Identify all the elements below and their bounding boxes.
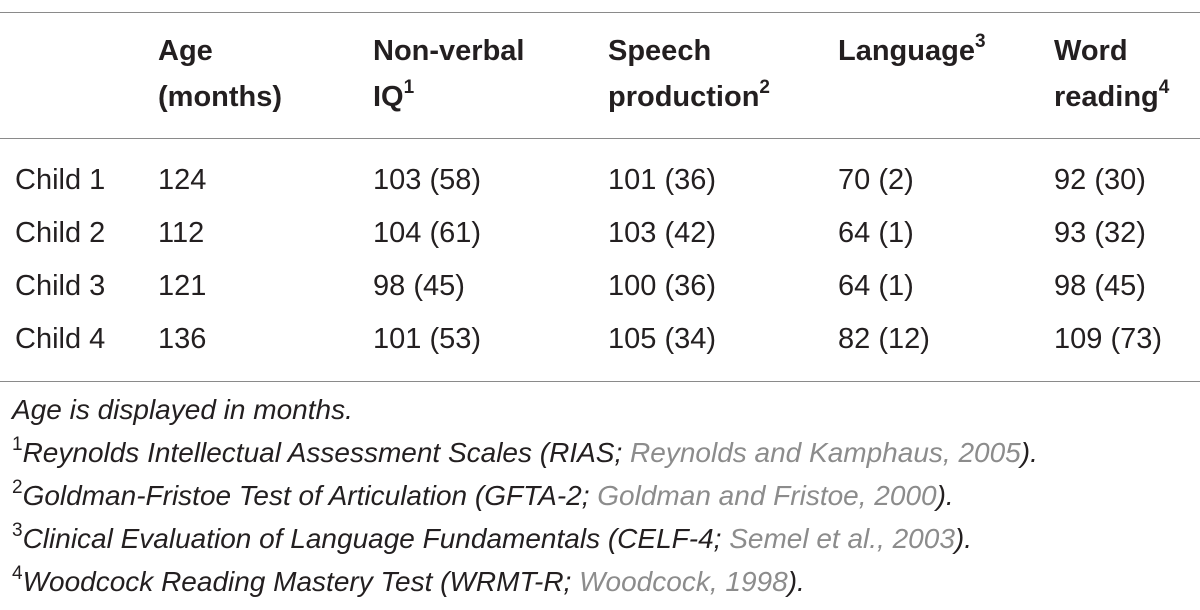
header-speech-production: Speech production2 xyxy=(608,28,770,120)
cell-iq: 101 (53) xyxy=(373,323,482,355)
footnote-marker: 3 xyxy=(12,519,23,541)
citation-link[interactable]: Woodcock, 1998 xyxy=(579,566,788,597)
header-speech-footnote-marker: 2 xyxy=(759,77,770,99)
cell-language: 64 (1) xyxy=(838,217,914,249)
cell-speech: 105 (34) xyxy=(608,323,717,355)
header-age-line1: Age xyxy=(158,35,213,67)
header-nonverbal-iq: Non-verbal IQ1 xyxy=(373,28,524,120)
header-language-footnote-marker: 3 xyxy=(974,31,986,53)
cell-iq: 104 (61) xyxy=(373,217,482,249)
header-reading-line2: reading xyxy=(1054,81,1159,113)
cell-age: 112 xyxy=(158,217,205,249)
header-speech-line1: Speech xyxy=(608,35,712,67)
footnote-end: ). xyxy=(936,480,954,511)
cell-reading: 92 (30) xyxy=(1054,164,1146,196)
cell-age: 136 xyxy=(158,323,207,355)
footnote-text: Reynolds Intellectual Assessment Scales … xyxy=(22,437,631,468)
header-speech-line2: production xyxy=(608,81,760,113)
row-label: Child 4 xyxy=(15,323,106,355)
header-iq-line2: IQ xyxy=(373,81,404,113)
citation-link[interactable]: Reynolds and Kamphaus, 2005 xyxy=(630,437,1021,468)
footnote-end: ). xyxy=(954,523,973,554)
header-language-line1: Language xyxy=(838,35,975,67)
footnote-1: 1Reynolds Intellectual Assessment Scales… xyxy=(12,433,1038,470)
header-iq-footnote-marker: 1 xyxy=(403,77,415,99)
footnote-text: Goldman-Fristoe Test of Articulation (GF… xyxy=(22,480,598,511)
citation-link[interactable]: Goldman and Fristoe, 2000 xyxy=(597,480,937,511)
cell-reading: 98 (45) xyxy=(1054,270,1146,302)
header-age: Age (months) xyxy=(158,28,282,120)
header-word-reading: Word reading4 xyxy=(1054,28,1169,120)
cell-age: 121 xyxy=(158,270,207,302)
cell-speech: 101 (36) xyxy=(608,164,717,196)
header-age-line2: (months) xyxy=(158,81,283,113)
cell-iq: 103 (58) xyxy=(373,164,482,196)
header-iq-line1: Non-verbal xyxy=(373,35,525,67)
footnote-text: Woodcock Reading Mastery Test (WRMT-R; xyxy=(22,566,580,597)
cell-age: 124 xyxy=(158,164,207,196)
row-label: Child 1 xyxy=(15,164,106,196)
footnote-end: ). xyxy=(1020,437,1038,468)
row-label: Child 3 xyxy=(15,270,106,302)
footnote-marker: 2 xyxy=(12,476,23,498)
footnote-marker: 4 xyxy=(12,562,23,584)
cell-language: 70 (2) xyxy=(838,164,914,196)
cell-iq: 98 (45) xyxy=(373,270,465,302)
header-divider-rule xyxy=(0,138,1200,139)
header-reading-line1: Word xyxy=(1054,35,1128,67)
header-language: Language3 xyxy=(838,28,986,74)
cell-reading: 109 (73) xyxy=(1054,323,1163,355)
footnote-text: Clinical Evaluation of Language Fundamen… xyxy=(22,523,730,554)
cell-language: 82 (12) xyxy=(838,323,930,355)
cell-speech: 103 (42) xyxy=(608,217,717,249)
footnote-3: 3Clinical Evaluation of Language Fundame… xyxy=(12,519,973,556)
cell-speech: 100 (36) xyxy=(608,270,717,302)
footnote-end: ). xyxy=(787,566,805,597)
cell-reading: 93 (32) xyxy=(1054,217,1146,249)
footnote-2: 2Goldman-Fristoe Test of Articulation (G… xyxy=(12,476,954,513)
row-label: Child 2 xyxy=(15,217,106,249)
cell-language: 64 (1) xyxy=(838,270,914,302)
table-top-rule xyxy=(0,12,1200,13)
citation-link[interactable]: Semel et al., 2003 xyxy=(729,523,955,554)
footnote-4: 4Woodcock Reading Mastery Test (WRMT-R; … xyxy=(12,562,805,599)
table-bottom-rule xyxy=(0,381,1200,382)
footnote-marker: 1 xyxy=(12,433,23,455)
header-reading-footnote-marker: 4 xyxy=(1158,77,1170,99)
footnote-note: Age is displayed in months. xyxy=(12,394,353,425)
